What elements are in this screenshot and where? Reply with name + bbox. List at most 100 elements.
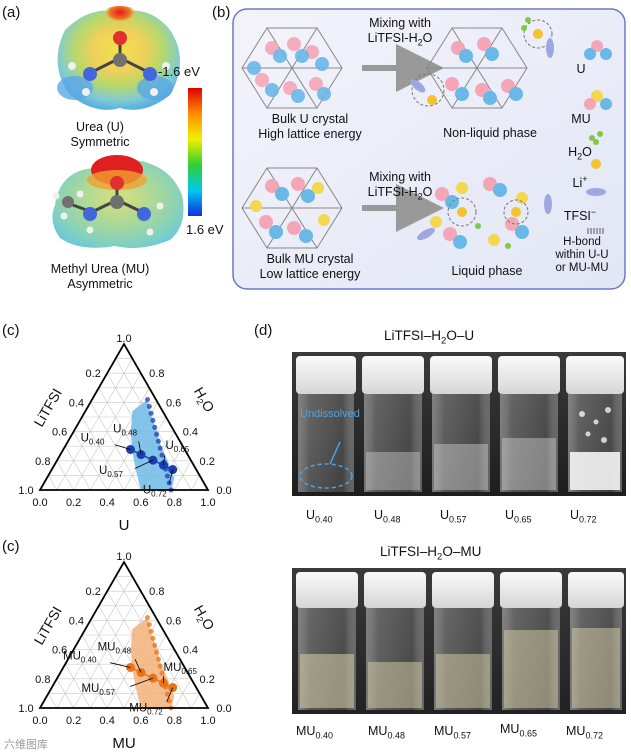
bottom-tick-label: 0.2 — [66, 715, 81, 727]
top-arrow-label: Mixing with LiTFSI-H2O — [350, 16, 450, 51]
ternary-diagram-u: 0.01.0 0.00.20.8 0.20.40.6 0.40.60.4 0.60.80… — [18, 333, 231, 534]
bottom-arrow-line2: LiTFSI-H2O — [367, 185, 433, 202]
bottom-tick-label: 0.4 — [100, 715, 115, 727]
left-tick-label: 0.8 — [35, 456, 50, 468]
urea-caption: Urea (U) Symmetric — [40, 120, 160, 150]
boundary-point — [146, 403, 152, 409]
scale-bottom-label: 1.6 eV — [186, 222, 224, 237]
left-tick-label: 1.0 — [18, 703, 33, 715]
composition-label: MU0.48 — [98, 642, 132, 656]
vial-u-065 — [498, 356, 560, 492]
legend-li: Li+ — [572, 174, 588, 191]
right-tick-label: 0.0 — [216, 703, 231, 715]
boundary-point — [152, 424, 158, 430]
panel-label-b: (b) — [212, 4, 231, 21]
vial-label-u-1: U0.40 — [306, 508, 333, 525]
bottom-tick-label: 0.0 — [32, 715, 47, 727]
left-tick-label: 0.4 — [69, 615, 84, 627]
left-tick-label: 0.2 — [86, 586, 101, 598]
vial-label-mu-4: MU0.65 — [500, 722, 537, 739]
legend-u: U — [576, 62, 586, 76]
label-leader — [129, 677, 154, 687]
label-leader — [114, 444, 131, 450]
composition-label: MU0.72 — [129, 703, 163, 717]
vial-label-mu-2: MU0.48 — [368, 724, 405, 741]
vial-label-u-5: U0.72 — [570, 508, 597, 525]
undissolved-label: Undissolved — [300, 408, 360, 420]
non-liquid-phase-label: Non-liquid phase — [443, 126, 537, 140]
bulk-u-crystal — [241, 27, 343, 109]
boundary-point — [164, 473, 170, 479]
right-tick-label: 0.2 — [200, 674, 215, 686]
apex-tick-label: 1.0 — [116, 333, 131, 345]
bottom-tick-label: 0.0 — [32, 497, 47, 509]
liquid-phase-illustration — [417, 177, 552, 249]
esp-maps — [52, 6, 202, 248]
bottom-tick-label: 0.8 — [167, 497, 182, 509]
bottom-arrow-label: Mixing with LiTFSI-H2O — [350, 170, 450, 205]
composition-label: MU0.57 — [81, 683, 115, 697]
bottom-axis-title: MU — [112, 735, 135, 752]
boundary-point — [146, 621, 152, 627]
bottom-tick-label: 0.6 — [133, 715, 148, 727]
ternary-diagram-mu: 0.01.0 0.00.20.8 0.20.40.6 0.40.60.4 0.60.80… — [18, 551, 231, 752]
color-scale-bar — [188, 88, 202, 216]
triangle-frame — [38, 342, 210, 491]
methyl-urea-caption: Methyl Urea (MU) Asymmetric — [20, 262, 180, 292]
vial-label-u-3: U0.57 — [440, 508, 467, 525]
bottom-tick-label: 0.2 — [66, 497, 81, 509]
vial-mu-065 — [500, 572, 562, 710]
panel-label-c-bottom: (c) — [2, 538, 20, 555]
composition-point — [126, 662, 136, 672]
legend-hbond-line3: or MU-MU — [555, 262, 609, 274]
grid-line — [90, 387, 150, 491]
methyl-urea-name: Methyl Urea (MU) — [50, 262, 150, 276]
urea-symmetry: Symmetric — [70, 135, 130, 149]
grid-line — [64, 664, 91, 709]
right-tick-label: 0.8 — [149, 586, 164, 598]
panel-label-a: (a) — [2, 4, 21, 21]
composition-label: MU0.40 — [63, 650, 97, 664]
photo-title-mu: LiTFSI–H2O–MU — [380, 544, 482, 563]
boundary-point — [150, 417, 156, 423]
grid-line — [64, 446, 91, 491]
label-leader — [134, 659, 142, 673]
bottom-arrow-line1: Mixing with — [369, 170, 431, 184]
vial-u-057 — [430, 356, 492, 492]
composition-label: U0.57 — [99, 465, 123, 479]
bulk-u-caption: Bulk U crystal High lattice energy — [250, 112, 370, 142]
grid-line — [90, 605, 150, 709]
vial-mu-040 — [296, 572, 358, 710]
composition-label: U0.40 — [81, 432, 105, 446]
bulk-mu-crystal — [241, 167, 343, 249]
svg-text:H2O: H2O — [189, 384, 218, 416]
composition-label: U0.48 — [113, 424, 137, 438]
bulk-mu-title: Bulk MU crystal — [266, 252, 354, 266]
boundary-point — [154, 649, 160, 655]
grid-line — [56, 358, 133, 491]
left-tick-label: 0.4 — [69, 397, 84, 409]
svg-text:H2O: H2O — [189, 602, 218, 634]
left-tick-label: 0.2 — [86, 368, 101, 380]
right-axis-title: H2O — [189, 602, 218, 634]
svg-text:LiTFSI: LiTFSI — [30, 386, 64, 430]
vial-u-040 — [296, 356, 356, 492]
bottom-tick-label: 0.4 — [100, 497, 115, 509]
methyl-urea-symmetry: Asymmetric — [67, 277, 133, 291]
bulk-mu-caption: Bulk MU crystal Low lattice energy — [250, 252, 370, 282]
boundary-point — [164, 691, 170, 697]
legend-h2o: H2O — [568, 145, 592, 162]
grid-line — [48, 693, 58, 709]
label-leader — [166, 687, 174, 703]
bottom-tick-label: 0.6 — [133, 497, 148, 509]
right-tick-label: 0.6 — [166, 397, 181, 409]
boundary-point — [159, 452, 165, 458]
right-tick-label: 0.6 — [166, 615, 181, 627]
grid-line — [56, 576, 133, 709]
panel-label-d: (d) — [254, 322, 273, 339]
vial-label-mu-3: MU0.57 — [434, 724, 471, 741]
boundary-point — [150, 635, 156, 641]
non-liquid-phase-illustration — [410, 17, 554, 109]
bottom-tick-label: 0.8 — [167, 715, 182, 727]
label-leader — [110, 662, 131, 668]
